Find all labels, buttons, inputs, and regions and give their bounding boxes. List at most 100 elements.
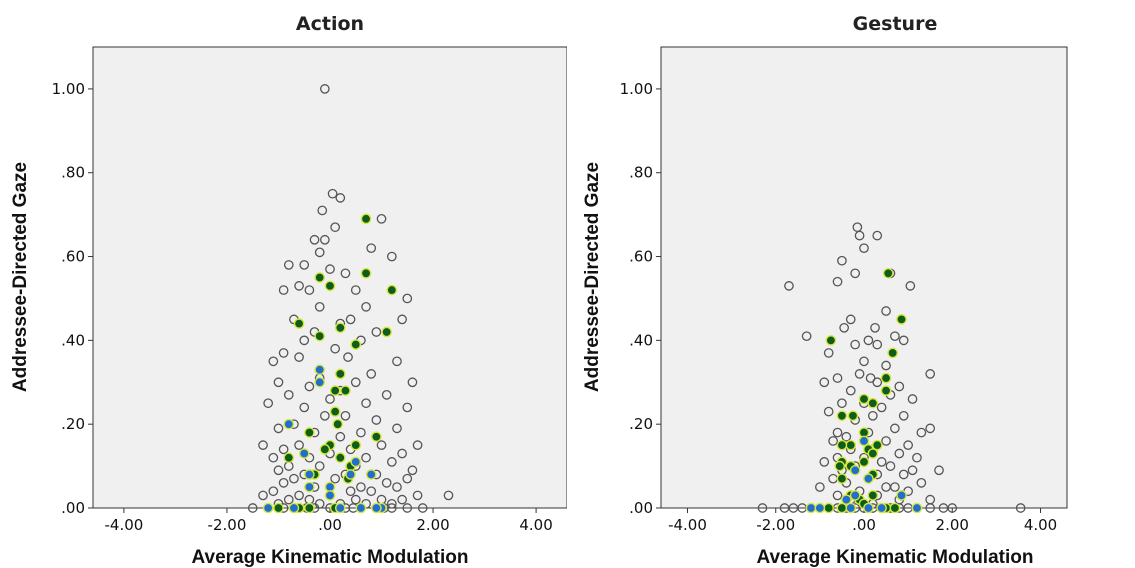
scatter-point (898, 335, 909, 346)
scatter-point (273, 377, 284, 388)
scatter-point-highlight (298, 448, 310, 459)
scatter-point (863, 335, 874, 346)
scatter-point (402, 293, 413, 304)
scatter-point (366, 243, 377, 254)
scatter-point-highlight (805, 502, 817, 514)
scatter-point-highlight (845, 502, 857, 514)
scatter-point (330, 222, 341, 233)
scatter-point (854, 230, 865, 241)
scatter-point (845, 385, 856, 396)
scatter-point-highlight (314, 364, 325, 376)
scatter-point (361, 398, 371, 409)
scatter-point-highlight (858, 456, 870, 468)
scatter-point (345, 486, 356, 497)
scatter-point (443, 490, 454, 501)
scatter-point-highlight (360, 268, 372, 279)
scatter-point (361, 452, 371, 463)
scatter-point (386, 251, 397, 262)
scatter-point-highlight (350, 439, 362, 451)
scatter-point (258, 490, 268, 501)
scatter-point (283, 260, 294, 270)
scatter-point-highlight (314, 272, 325, 283)
scatter-point-highlight (350, 339, 362, 350)
scatter-point-highlight (314, 376, 325, 388)
scatter-point (350, 494, 361, 505)
scatter-point (947, 503, 958, 513)
scatter-point (319, 234, 330, 245)
scatter-point-highlight (288, 502, 300, 514)
scatter-point (907, 394, 918, 404)
scatter-point (294, 352, 304, 362)
scatter-point-highlight (324, 280, 336, 292)
scatter-point (304, 381, 315, 392)
chart-title: Action (296, 13, 364, 35)
scatter-point-highlight (335, 452, 346, 464)
y-axis-label: Addressee-Directed Gaze (10, 162, 31, 392)
scatter-point (859, 356, 869, 367)
scatter-point (325, 264, 335, 274)
scatter-point (317, 205, 328, 216)
scatter-point (925, 423, 936, 434)
scatter-point (894, 381, 905, 392)
scatter-point (832, 490, 843, 501)
scatter-point-highlight (381, 326, 392, 338)
scatter-point (876, 457, 887, 467)
scatter-point (386, 503, 397, 513)
scatter-point (327, 188, 338, 199)
scatter-point (361, 301, 371, 312)
scatter-point (283, 389, 294, 400)
scatter-point (890, 423, 900, 434)
scatter-point-highlight (876, 502, 887, 514)
scatter-point (340, 410, 351, 421)
scatter-point-highlight (314, 330, 325, 342)
scatter-point-highlight (882, 268, 894, 279)
scatter-point (330, 473, 341, 484)
scatter-point-highlight (335, 322, 346, 334)
scatter-point-highlight (329, 406, 341, 417)
scatter-point (801, 331, 812, 342)
scatter-point (350, 285, 361, 295)
scatter-point (330, 343, 341, 354)
scatter-point (356, 427, 366, 438)
scatter-point (854, 369, 865, 379)
scatter-point (402, 503, 413, 513)
scatter-point (392, 482, 402, 492)
x-axis-label: Average Kinematic Modulation (192, 547, 469, 568)
scatter-point (784, 281, 794, 291)
x-tick-label: 4.00 (519, 516, 552, 534)
y-tick-label: .60 (61, 248, 85, 266)
scatter-point (397, 314, 407, 325)
scatter-point (309, 234, 320, 245)
scatter-point (819, 457, 830, 467)
scatter-point-highlight (825, 335, 837, 346)
scatter-point (828, 436, 838, 446)
scatter-point (1015, 503, 1026, 513)
scatter-point (278, 285, 289, 295)
scatter-point-highlight (365, 469, 377, 480)
scatter-point-highlight (329, 385, 341, 396)
x-tick-label: -4.00 (668, 516, 707, 534)
scatter-point (268, 486, 279, 497)
scatter-point (299, 335, 310, 346)
scatter-point (885, 461, 896, 471)
scatter-point (319, 84, 330, 94)
scatter-point (881, 360, 891, 371)
scatter-point (881, 436, 891, 446)
scatter-point (870, 322, 880, 333)
x-tick-label: 2.00 (416, 516, 449, 534)
scatter-point (859, 243, 869, 254)
scatter-point (925, 503, 936, 513)
scatter-point (366, 486, 377, 497)
scatter-point (837, 398, 847, 409)
scatter-point-highlight (880, 372, 892, 384)
scatter-point (314, 461, 325, 471)
y-axis-label: Addressee-Directed Gaze (582, 162, 603, 392)
scatter-point (916, 478, 927, 488)
scatter-point (283, 494, 294, 505)
scatter-point (294, 281, 304, 291)
scatter-point (314, 247, 325, 258)
scatter-point (823, 406, 834, 417)
scatter-point (304, 285, 315, 295)
scatter-point-highlight (335, 368, 346, 380)
scatter-point (402, 402, 413, 413)
